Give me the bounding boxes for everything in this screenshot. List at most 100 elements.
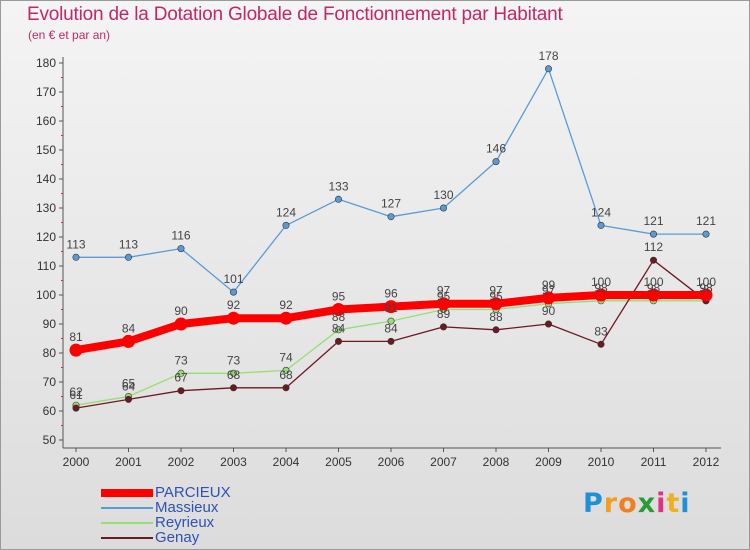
data-point-massieux: [125, 253, 133, 261]
data-label-parcieux: 81: [69, 330, 83, 344]
chart-axes: 50 60 70 80 90 100 110 120 130 140 150 160 170 180 200…: [36, 56, 721, 469]
x-tick-label: 2012: [693, 455, 720, 469]
data-label-massieux: 116: [171, 229, 190, 243]
x-tick-label: 2008: [483, 455, 510, 469]
data-point-genay: [334, 337, 342, 345]
y-tick-label: 80: [43, 346, 57, 360]
y-tick-label: 90: [43, 317, 57, 331]
data-point-genay: [282, 384, 290, 392]
data-point-massieux: [439, 204, 447, 212]
data-label-reyrieux: 95: [489, 290, 503, 304]
x-tick-label: 2006: [378, 455, 405, 469]
legend-swatch: [101, 507, 153, 509]
data-point-massieux: [649, 230, 657, 238]
data-point-massieux: [230, 288, 238, 296]
x-tick-label: 2007: [430, 455, 457, 469]
data-point-genay: [439, 323, 447, 331]
data-label-reyrieux: 91: [384, 301, 398, 315]
data-label-genay: 112: [644, 240, 663, 254]
data-point-genay: [492, 326, 500, 334]
y-tick-label: 130: [36, 201, 56, 215]
data-label-reyrieux: 73: [174, 353, 188, 367]
data-point-genay: [649, 256, 657, 264]
x-tick-label: 2001: [115, 455, 142, 469]
data-point-parcieux: [542, 291, 555, 305]
data-label-parcieux: 96: [384, 287, 398, 301]
data-label-massieux: 113: [119, 237, 138, 251]
chart-subtitle: (en € et par an): [28, 28, 111, 42]
legend-swatch: [101, 489, 153, 497]
legend-swatch: [101, 537, 153, 539]
data-point-genay: [72, 404, 80, 412]
data-label-reyrieux: 74: [279, 350, 293, 364]
y-tick-label: 170: [36, 85, 56, 99]
data-label-genay: 68: [227, 368, 241, 382]
data-label-genay: 64: [122, 379, 136, 393]
y-tick-label: 100: [36, 288, 56, 302]
x-tick-label: 2000: [63, 455, 90, 469]
data-label-parcieux: 99: [542, 278, 556, 292]
data-point-reyrieux: [282, 366, 290, 374]
data-label-parcieux: 90: [174, 304, 188, 318]
data-label-massieux: 130: [433, 188, 453, 202]
chart-series: [69, 65, 713, 412]
data-label-massieux: 127: [381, 197, 401, 211]
data-point-genay: [387, 337, 395, 345]
data-label-parcieux: 97: [489, 284, 503, 298]
x-tick-label: 2005: [325, 455, 352, 469]
data-label-genay: 61: [69, 388, 83, 402]
proxiti-logo: Proxiti: [583, 488, 691, 519]
data-label-reyrieux: 88: [332, 310, 346, 324]
data-label-reyrieux: 97: [542, 284, 556, 298]
data-point-parcieux: [384, 300, 398, 314]
data-label-genay: 67: [174, 371, 188, 385]
legend-label: Genay: [155, 529, 200, 546]
data-label-genay: 84: [384, 321, 398, 335]
legend-swatch: [101, 522, 153, 524]
data-label-massieux: 124: [276, 205, 296, 219]
data-point-parcieux: [279, 311, 293, 325]
data-label-massieux: 146: [486, 142, 506, 156]
y-tick-label: 180: [36, 56, 56, 70]
logo-letter: i: [680, 488, 691, 519]
data-point-massieux: [282, 221, 290, 229]
data-label-genay: 89: [437, 307, 451, 321]
data-label-parcieux: 92: [279, 298, 293, 312]
data-point-reyrieux: [177, 369, 185, 377]
legend-label: Reyrieux: [155, 514, 215, 531]
data-label-parcieux: 92: [227, 298, 241, 312]
data-point-parcieux: [699, 288, 713, 302]
y-tick-label: 50: [43, 433, 57, 447]
data-label-massieux: 133: [328, 179, 348, 193]
data-label-reyrieux: 62: [69, 385, 83, 399]
chart-title: Evolution de la Dotation Globale de Fonc…: [27, 4, 563, 25]
data-label-massieux: 113: [66, 237, 85, 251]
data-label-parcieux: 100: [643, 275, 663, 289]
logo-letter: i: [656, 488, 667, 519]
legend-label: Massieux: [155, 499, 219, 516]
chart-data-labels: 113 113 116 101 124 133 127 130 146 178 124 121 121 6…: [66, 49, 716, 402]
data-point-genay: [177, 387, 185, 395]
data-label-genay: 83: [594, 324, 608, 338]
data-point-massieux: [492, 158, 500, 166]
series-line-massieux: [76, 68, 706, 293]
data-label-parcieux: 95: [332, 290, 346, 304]
data-label-massieux: 121: [643, 214, 663, 228]
data-label-reyrieux: 98: [647, 281, 661, 295]
data-point-parcieux: [122, 334, 135, 348]
data-label-genay: 98: [699, 281, 713, 295]
data-point-massieux: [334, 195, 342, 203]
data-point-massieux: [177, 245, 185, 253]
y-tick-label: 60: [43, 404, 57, 418]
data-label-massieux: 101: [223, 272, 243, 286]
series-line-reyrieux: [75, 300, 706, 406]
x-tick-label: 2011: [641, 455, 667, 469]
data-label-parcieux: 97: [437, 284, 451, 298]
data-point-parcieux: [227, 311, 240, 325]
data-label-genay: 84: [332, 321, 346, 335]
data-point-reyrieux: [334, 326, 342, 334]
data-label-parcieux: 84: [122, 321, 136, 335]
data-label-parcieux: 100: [591, 275, 611, 289]
